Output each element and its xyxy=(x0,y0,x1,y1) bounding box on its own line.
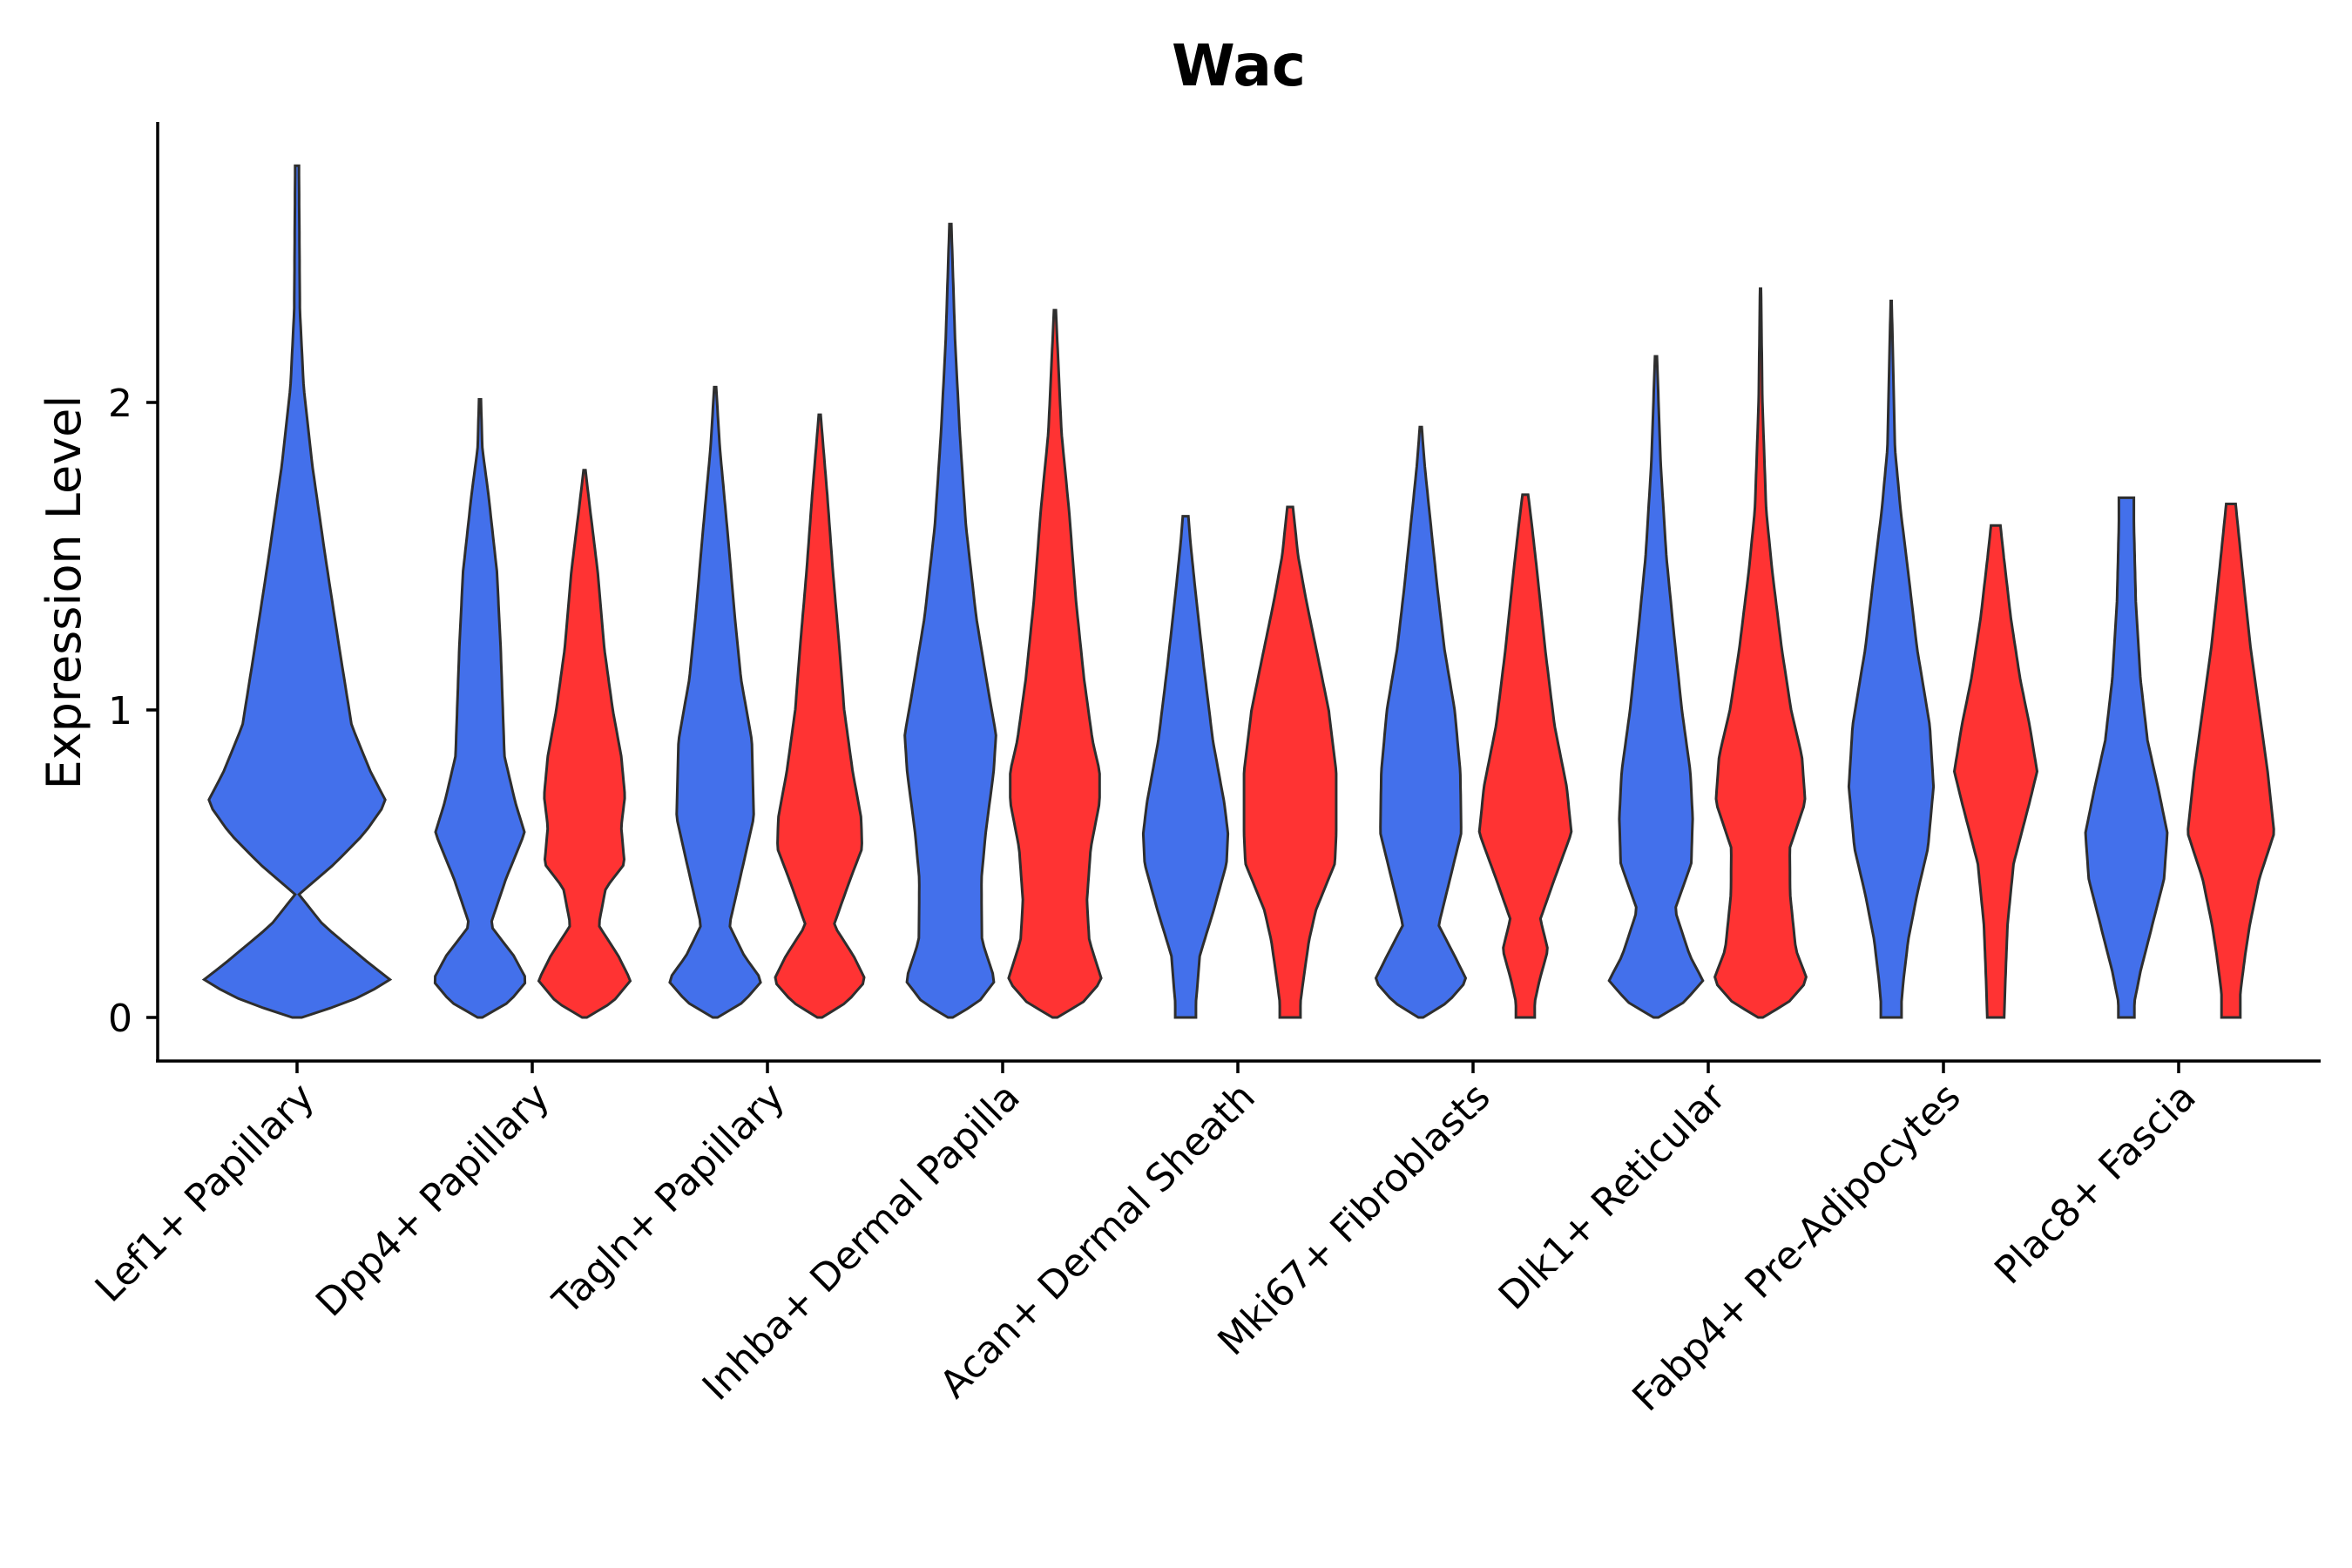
violin-group-1-lef1-papillary xyxy=(201,164,393,1019)
violin-group-2-fabp4-pre-adipocytes xyxy=(1952,524,2039,1019)
violin-group-2-dlk1-reticular xyxy=(1713,287,1808,1019)
violin-group-1-dpp4-papillary xyxy=(433,398,527,1019)
y-tick-label: 2 xyxy=(108,382,132,426)
violin-group-2-mki67-fibroblasts xyxy=(1477,493,1573,1019)
x-tick-label-tagln-papillary: Tagln+ Papillary xyxy=(544,1075,794,1324)
chart-title: Wac xyxy=(1172,32,1306,99)
violin-group-2-tagln-papillary xyxy=(774,413,866,1019)
y-axis-title: Expression Level xyxy=(37,395,91,790)
violin-group-1-plac8-fascia xyxy=(2084,496,2169,1019)
y-tick-label: 1 xyxy=(108,689,132,733)
violin-group-2-plac8-fascia xyxy=(2186,503,2275,1019)
violin-group-1-dlk1-reticular xyxy=(1607,355,1705,1019)
y-ticks-group: 0 1 2 xyxy=(108,382,158,1041)
violin-group-1-mki67-fibroblasts xyxy=(1374,425,1468,1019)
x-tick-label-mki67-fibroblasts: Mki67+ Fibroblasts xyxy=(1209,1075,1498,1364)
violin-group-1-tagln-papillary xyxy=(668,385,762,1019)
violin-group-2-dpp4-papillary xyxy=(537,469,632,1019)
violin-group-2-acan-dermal-sheath xyxy=(1242,505,1338,1019)
x-tick-label-dpp4-papillary: Dpp4+ Papillary xyxy=(308,1075,558,1326)
y-tick-label: 0 xyxy=(108,997,132,1041)
x-tick-label-dlk1-reticular: Dlk1+ Reticular xyxy=(1490,1074,1735,1319)
violin-group-2-inhba-dermal-papilla xyxy=(1007,308,1103,1019)
x-tick-label-plac8-fascia: Plac8+ Fascia xyxy=(1986,1075,2205,1294)
violin-group-1-inhba-dermal-papilla xyxy=(903,222,997,1019)
violins-group xyxy=(201,164,2275,1019)
violin-group-1-fabp4-pre-adipocytes xyxy=(1847,300,1936,1019)
violin-group-1-acan-dermal-sheath xyxy=(1141,515,1230,1019)
x-tick-label-lef1-papillary: Lef1+ Papillary xyxy=(87,1075,323,1311)
